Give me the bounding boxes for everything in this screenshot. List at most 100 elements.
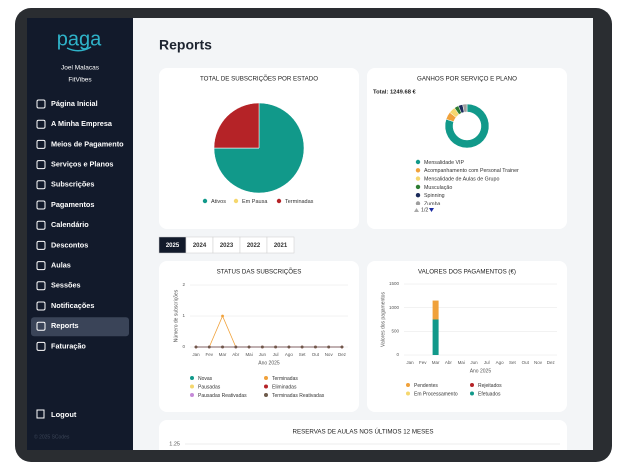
menu-icon <box>36 341 46 351</box>
menu-icon <box>36 240 46 250</box>
x-tick-label: Set <box>299 352 307 357</box>
menu-item[interactable]: Descontos <box>51 240 88 249</box>
menu-icon <box>36 200 46 210</box>
x-tick-label: Jan <box>192 352 200 357</box>
legend-dot <box>415 184 421 190</box>
x-tick-label: Fev <box>419 360 427 365</box>
active-item <box>31 317 129 337</box>
year-label: 2022 <box>247 243 261 249</box>
y-tick-label: 500 <box>391 329 399 334</box>
legend-dot <box>470 383 474 387</box>
chart-title: TOTAL DE SUBSCRIÇÕES POR ESTADO <box>200 76 318 83</box>
x-tick-label: Abr <box>445 360 453 365</box>
company-name: FitVibes <box>68 77 92 84</box>
x-tick-label: Fev <box>206 352 214 357</box>
legend-label: Em Pausa <box>242 199 268 205</box>
menu-item[interactable]: Sessões <box>51 281 81 290</box>
legend-label: Mensalidade VIP <box>424 160 465 166</box>
menu-item[interactable]: Subscrições <box>51 180 94 189</box>
page-title: Reports <box>159 37 212 53</box>
x-axis-label: Ano 2025 <box>258 360 280 366</box>
page-indicator: 1/2 <box>421 207 428 213</box>
legend-label: Pendentes <box>414 383 438 389</box>
point <box>300 345 304 349</box>
user-name: Joel Malacas <box>61 65 100 72</box>
legend-dot <box>415 201 421 205</box>
logout[interactable]: Logout <box>51 410 77 419</box>
card <box>159 420 567 450</box>
legend-label: Terminadas <box>272 376 298 382</box>
x-tick-label: Ago <box>496 360 505 365</box>
legend-dot <box>233 198 239 204</box>
legend-label: Terminadas Reativadas <box>272 393 325 399</box>
x-tick-label: Out <box>312 352 320 357</box>
legend-dot <box>470 391 474 396</box>
y-tick-label: 1.25 <box>169 441 180 447</box>
page-next[interactable] <box>429 208 434 212</box>
menu-item[interactable]: Aulas <box>51 261 71 270</box>
point <box>314 345 317 349</box>
x-axis-label: Ano 2025 <box>470 368 492 374</box>
x-tick-label: Jan <box>406 360 414 365</box>
x-tick-label: Nov <box>325 352 334 357</box>
legend-dot <box>406 383 410 387</box>
page-prev <box>414 208 419 212</box>
menu-item[interactable]: Pagamentos <box>51 200 94 209</box>
year-label: 2023 <box>220 243 234 249</box>
point <box>287 345 291 349</box>
point <box>327 345 331 349</box>
point <box>340 345 344 349</box>
card <box>159 261 359 412</box>
legend-label: Ativos <box>211 199 226 205</box>
y-axis-label: Número de subscrições <box>173 289 179 342</box>
year-label: 2025 <box>166 243 180 249</box>
y-tick-label: 2 <box>182 282 185 287</box>
chart-title: GANHOS POR SERVIÇO E PLANO <box>417 76 517 83</box>
chart-title: RESERVAS DE AULAS NOS ÚLTIMOS 12 MESES <box>293 429 434 436</box>
legend-label: Musculação <box>424 185 452 191</box>
menu-item[interactable]: A Minha Empresa <box>51 119 113 128</box>
x-tick-label: Mai <box>458 360 465 365</box>
menu-icon <box>36 139 46 149</box>
menu-icon <box>36 160 46 170</box>
x-tick-label: Mai <box>245 352 252 357</box>
legend-label: Em Processamento <box>414 391 458 397</box>
legend-label: Zumba <box>424 201 441 207</box>
y-tick-label: 0 <box>396 352 399 357</box>
legend-label: Pausadas Reativadas <box>198 393 247 399</box>
menu-item[interactable]: Página Inicial <box>51 99 98 108</box>
y-tick-label: 1500 <box>389 281 400 286</box>
menu-item[interactable]: Calendário <box>51 220 89 229</box>
legend-dot <box>264 384 268 389</box>
sidebar <box>27 18 133 450</box>
bar <box>432 300 439 320</box>
menu-icon <box>36 180 46 190</box>
menu-icon <box>36 220 46 230</box>
menu-icon <box>36 281 46 291</box>
y-axis-label: Valores dos pagamentos <box>380 292 386 347</box>
x-tick-label: Mar <box>219 352 227 357</box>
point <box>221 314 224 318</box>
menu-item[interactable]: Serviços e Planos <box>51 160 113 169</box>
logo: paga <box>57 28 102 50</box>
chart-title: VALORES DOS PAGAMENTOS (€) <box>418 269 516 276</box>
point <box>221 345 224 349</box>
legend-dot <box>264 393 268 397</box>
x-tick-label: Mar <box>432 360 440 365</box>
y-tick-label: 1 <box>182 313 185 318</box>
menu-item[interactable]: Meios de Pagamento <box>51 139 124 148</box>
year-tab[interactable] <box>266 236 295 254</box>
legend-label: Eliminadas <box>272 384 297 390</box>
card <box>367 261 567 412</box>
y-tick-label: 1000 <box>389 305 400 310</box>
legend-dot <box>406 391 410 396</box>
menu-icon <box>36 119 46 129</box>
legend-label: Pausadas <box>198 384 221 390</box>
bar <box>432 319 439 355</box>
menu-item[interactable]: Faturação <box>51 341 86 350</box>
menu-item[interactable]: Notificações <box>51 301 94 310</box>
menu-item[interactable]: Reports <box>51 321 79 330</box>
x-tick-label: Jul <box>484 360 490 365</box>
point <box>274 345 278 349</box>
